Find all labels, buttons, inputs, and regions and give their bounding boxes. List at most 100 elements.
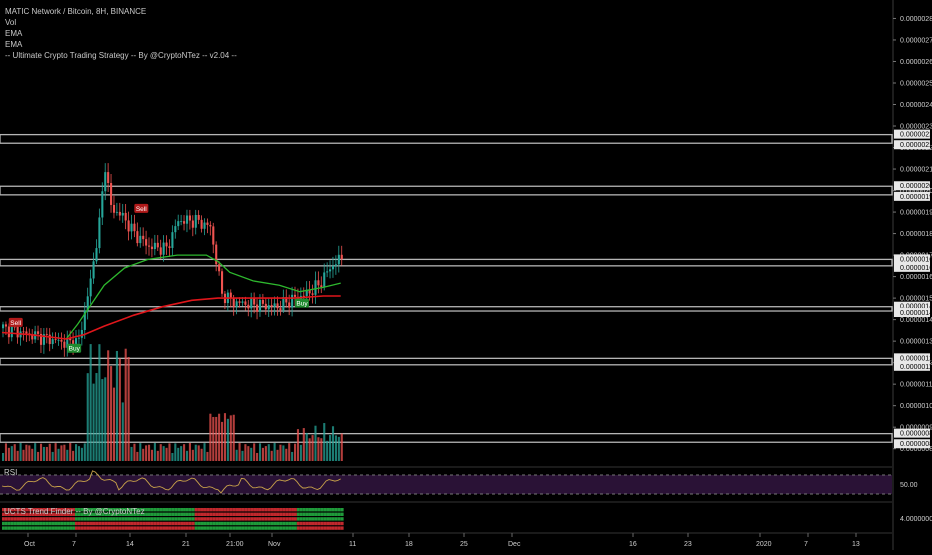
candle-body[interactable]: [136, 231, 139, 244]
candle-body[interactable]: [241, 301, 244, 303]
candle-body[interactable]: [60, 339, 63, 342]
candle-body[interactable]: [115, 211, 118, 213]
legend-vol[interactable]: Vol: [5, 18, 17, 27]
candle-body[interactable]: [221, 271, 224, 294]
candle-body[interactable]: [168, 246, 171, 248]
candle-body[interactable]: [276, 303, 279, 309]
candle-body[interactable]: [77, 337, 81, 339]
candle-body[interactable]: [215, 244, 218, 265]
candle-body[interactable]: [139, 235, 142, 244]
candle-body[interactable]: [194, 214, 197, 228]
candle-body[interactable]: [124, 212, 127, 221]
legend-strategy[interactable]: -- Ultimate Crypto Trading Strategy -- B…: [5, 51, 237, 60]
candle-body[interactable]: [171, 232, 174, 248]
candle-body[interactable]: [31, 334, 34, 340]
candle-body[interactable]: [270, 305, 273, 307]
candle-body[interactable]: [13, 326, 16, 328]
candle-body[interactable]: [42, 334, 45, 345]
candle-body[interactable]: [92, 261, 95, 279]
candle-body[interactable]: [80, 329, 83, 338]
candle-body[interactable]: [69, 338, 72, 341]
candle-body[interactable]: [244, 301, 247, 305]
candle-body[interactable]: [54, 339, 57, 340]
candle-body[interactable]: [258, 299, 262, 312]
signal-sell-badge[interactable]: [134, 203, 149, 213]
candle-body[interactable]: [203, 222, 206, 229]
candle-body[interactable]: [45, 334, 48, 335]
candle-body[interactable]: [311, 293, 314, 295]
candle-body[interactable]: [261, 299, 264, 304]
candle-body[interactable]: [232, 298, 235, 308]
candle-body[interactable]: [331, 265, 335, 270]
sr-zone[interactable]: [0, 432, 893, 443]
candle-body[interactable]: [37, 331, 40, 334]
candle-body[interactable]: [326, 271, 329, 273]
candle-body[interactable]: [229, 292, 232, 299]
candle-body[interactable]: [98, 217, 101, 249]
legend-ema-fast[interactable]: EMA: [5, 29, 23, 38]
legend-ema-slow[interactable]: EMA: [5, 40, 23, 49]
candle-body[interactable]: [4, 324, 8, 327]
candle-body[interactable]: [183, 221, 186, 224]
candle-body[interactable]: [121, 212, 124, 216]
candle-body[interactable]: [127, 220, 130, 232]
candle-body[interactable]: [188, 215, 191, 221]
trend-pane-label[interactable]: UCTS Trend Finder -- By @CryptoNTez: [4, 507, 145, 516]
candle-body[interactable]: [267, 305, 270, 310]
candle-body[interactable]: [39, 333, 43, 345]
candle-body[interactable]: [212, 226, 215, 245]
candle-body[interactable]: [51, 339, 54, 345]
candle-body[interactable]: [329, 269, 332, 272]
candle-body[interactable]: [285, 297, 288, 303]
candle-body[interactable]: [273, 303, 276, 307]
candle-body[interactable]: [320, 285, 323, 288]
candle-body[interactable]: [238, 301, 241, 303]
candle-body[interactable]: [142, 235, 145, 240]
signal-sell-badge[interactable]: [8, 317, 23, 327]
candle-body[interactable]: [247, 304, 250, 309]
candle-body[interactable]: [264, 303, 267, 310]
candle-body[interactable]: [185, 215, 189, 224]
candle-body[interactable]: [197, 214, 200, 220]
candle-body[interactable]: [148, 245, 151, 247]
candle-body[interactable]: [209, 224, 212, 227]
candle-body[interactable]: [83, 310, 86, 330]
candle-body[interactable]: [250, 297, 253, 309]
candle-body[interactable]: [305, 289, 308, 296]
sr-zone[interactable]: [0, 306, 893, 312]
candle-body[interactable]: [101, 191, 104, 218]
candle-body[interactable]: [7, 326, 10, 338]
candle-body[interactable]: [16, 326, 19, 338]
candle-body[interactable]: [256, 304, 259, 312]
candle-body[interactable]: [340, 254, 343, 260]
candle-body[interactable]: [174, 226, 177, 233]
sr-zone[interactable]: [0, 357, 893, 366]
candle-body[interactable]: [279, 308, 282, 311]
candle-body[interactable]: [323, 272, 326, 288]
candle-body[interactable]: [25, 331, 28, 334]
candle-body[interactable]: [104, 172, 107, 192]
candle-body[interactable]: [177, 221, 180, 227]
candle-body[interactable]: [145, 239, 148, 246]
candle-body[interactable]: [337, 254, 340, 265]
candle-body[interactable]: [22, 331, 25, 333]
candle-body[interactable]: [86, 296, 89, 311]
sr-zone[interactable]: [0, 133, 893, 144]
candle-body[interactable]: [180, 221, 183, 222]
candle-body[interactable]: [206, 222, 209, 225]
candle-body[interactable]: [57, 339, 60, 341]
candle-body[interactable]: [153, 242, 156, 250]
candle-body[interactable]: [112, 204, 116, 213]
sr-zone[interactable]: [0, 258, 893, 267]
candle-body[interactable]: [95, 248, 98, 262]
candle-body[interactable]: [162, 242, 165, 255]
candle-body[interactable]: [2, 324, 5, 329]
candle-body[interactable]: [308, 289, 311, 294]
candle-body[interactable]: [291, 294, 294, 308]
candle-body[interactable]: [235, 301, 238, 308]
candle-body[interactable]: [130, 223, 133, 232]
sr-zone[interactable]: [0, 185, 893, 196]
candle-body[interactable]: [63, 341, 66, 348]
